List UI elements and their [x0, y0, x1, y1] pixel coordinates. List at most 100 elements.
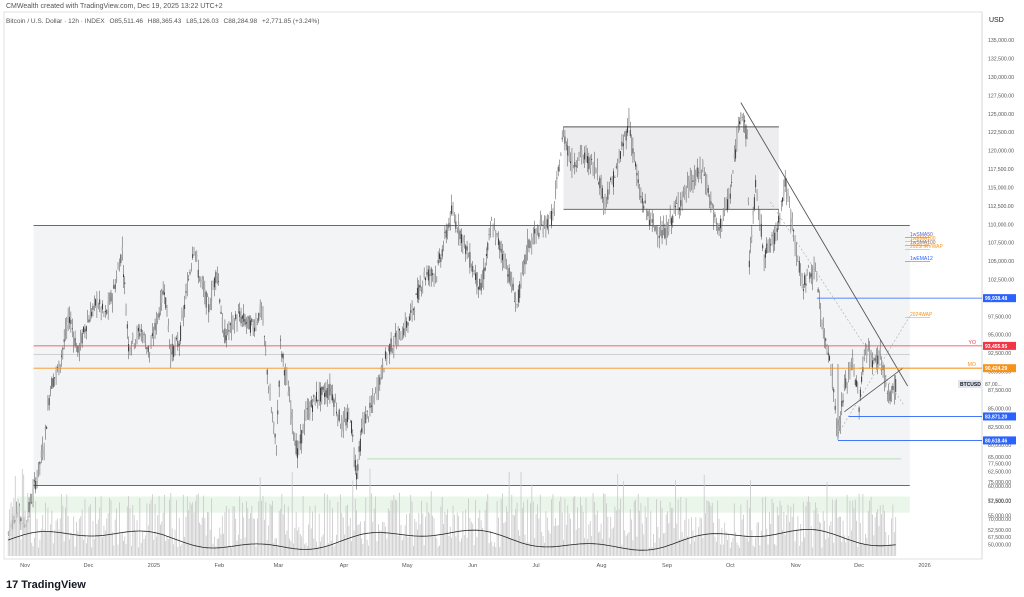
- candle-body: [737, 124, 739, 126]
- candle-body: [698, 171, 700, 173]
- candle-body: [162, 290, 164, 295]
- volume-bar: [530, 503, 531, 556]
- candle-body: [215, 272, 217, 284]
- candle-body: [416, 287, 418, 299]
- candle-body: [109, 297, 111, 305]
- x-tick-label: Oct: [726, 563, 735, 569]
- candle-body: [674, 205, 676, 208]
- volume-bar: [699, 517, 701, 556]
- candle-body: [64, 327, 66, 337]
- candle-body: [188, 279, 190, 280]
- level-tag-bg: [983, 412, 1016, 421]
- candle-body: [400, 339, 402, 341]
- candle-body: [71, 328, 73, 330]
- candle-body: [204, 288, 206, 297]
- volume-bar: [99, 507, 101, 556]
- volume-bar: [182, 494, 184, 556]
- volume-bar: [891, 518, 892, 556]
- volume-bar: [782, 530, 783, 556]
- candle-body: [89, 311, 91, 322]
- candle-body: [682, 188, 684, 194]
- candle-body: [233, 324, 235, 330]
- volume-bar: [452, 505, 454, 556]
- candle-body: [167, 325, 169, 331]
- volume-bar: [555, 518, 556, 556]
- candle-body: [126, 324, 128, 329]
- x-tick-label: Sep: [662, 563, 672, 569]
- candle-body: [128, 344, 130, 352]
- candle-body: [836, 421, 838, 429]
- candle-body: [212, 287, 214, 289]
- level-tag-text: BTCUSD: [960, 382, 981, 388]
- candle-body: [853, 365, 855, 376]
- candle-body: [87, 319, 89, 322]
- volume-bar: [437, 546, 439, 556]
- candle-body: [845, 378, 847, 388]
- candle-body: [420, 290, 422, 292]
- candle-body: [756, 190, 758, 193]
- volume-bar: [808, 496, 809, 556]
- candle-body: [280, 339, 282, 341]
- volume-bar: [149, 503, 151, 556]
- volume-bar: [54, 529, 56, 556]
- volume-bar: [881, 514, 883, 556]
- candle-body: [848, 366, 850, 375]
- volume-bar: [539, 494, 541, 556]
- volume-bar: [333, 546, 335, 556]
- candle-body: [135, 340, 137, 344]
- candle-body: [750, 241, 752, 247]
- candle-body: [713, 207, 715, 221]
- volume-bar: [784, 534, 786, 556]
- volume-bar: [126, 506, 128, 556]
- candle-body: [565, 144, 567, 146]
- volume-bar: [475, 500, 476, 556]
- volume-bar: [872, 514, 873, 556]
- candle-body: [787, 192, 789, 197]
- volume-bar: [220, 534, 222, 556]
- volume-bar: [658, 537, 660, 556]
- candle-body: [866, 347, 868, 357]
- volume-bar: [185, 516, 187, 556]
- volume-bar: [370, 493, 372, 556]
- candle-body: [893, 381, 895, 395]
- candle-body: [51, 378, 53, 389]
- volume-bar: [451, 537, 453, 556]
- volume-bar: [665, 514, 667, 556]
- volume-bar: [113, 545, 115, 556]
- level-tag-text: 80,618.46: [985, 438, 1007, 444]
- volume-bar: [103, 525, 105, 556]
- volume-bar: [657, 526, 659, 556]
- candle-body: [434, 271, 436, 275]
- candle-body: [224, 328, 226, 343]
- candle-body: [624, 134, 626, 135]
- candle-body: [871, 360, 873, 368]
- candle-body: [339, 426, 341, 429]
- candle-body: [740, 113, 742, 115]
- volume-bar: [568, 513, 570, 556]
- candle-body: [800, 272, 802, 278]
- volume-bar: [601, 539, 603, 556]
- candle-body: [97, 306, 99, 308]
- candle-body: [401, 336, 403, 340]
- candle-body: [753, 197, 755, 210]
- volume-bar: [648, 547, 650, 556]
- volume-bar: [204, 518, 206, 556]
- candle-body: [886, 393, 888, 394]
- candle-body: [685, 191, 687, 194]
- candle-body: [882, 365, 884, 370]
- y-tick-label: 120,000.00: [988, 149, 1014, 155]
- candle-body: [757, 212, 759, 215]
- volume-bar: [878, 525, 880, 556]
- volume-bar: [841, 542, 843, 556]
- volume-bar: [466, 537, 468, 556]
- volume-bar: [720, 544, 721, 556]
- candle-body: [614, 177, 616, 178]
- candle-body: [764, 249, 766, 258]
- candle-body: [143, 333, 145, 336]
- volume-bar: [120, 534, 122, 556]
- candle-body: [283, 370, 285, 376]
- volume-bar: [837, 517, 839, 556]
- x-tick-label: 2025: [148, 563, 160, 569]
- candle-body: [741, 117, 743, 118]
